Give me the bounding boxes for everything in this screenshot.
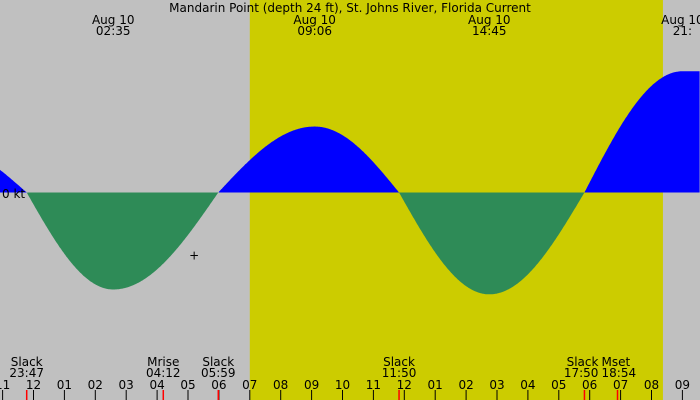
event-name-0: Slack: [11, 355, 43, 369]
flood-area-0: [0, 169, 28, 193]
peak-time-1: 09:06: [297, 24, 332, 38]
event-name-4: Slack: [567, 355, 599, 369]
x-tick-label-0: 11: [0, 378, 10, 392]
x-tick-label-2: 01: [57, 378, 72, 392]
x-tick-label-5: 04: [149, 378, 164, 392]
event-name-2: Slack: [202, 355, 234, 369]
x-tick-label-12: 11: [366, 378, 381, 392]
event-name-5: Mset: [602, 355, 631, 369]
ebb-area-0: [27, 192, 219, 290]
flood-area-1: [218, 126, 400, 193]
chart-title: Mandarin Point (depth 24 ft), St. Johns …: [169, 1, 531, 15]
x-tick-label-6: 05: [180, 378, 195, 392]
y-axis-zero-label: 0 kt: [2, 187, 25, 201]
event-time-4: 17:50: [564, 366, 599, 380]
x-tick-label-20: 07: [613, 378, 628, 392]
event-name-3: Slack: [383, 355, 415, 369]
x-tick-label-17: 04: [520, 378, 535, 392]
x-tick-label-1: 12: [26, 378, 41, 392]
peak-time-3: 21:: [673, 24, 692, 38]
peak-date-1: Aug 10: [293, 13, 336, 27]
x-tick-label-18: 05: [551, 378, 566, 392]
peak-date-0: Aug 10: [92, 13, 135, 27]
x-tick-label-3: 02: [88, 378, 103, 392]
x-tick-label-7: 06: [211, 378, 226, 392]
event-time-0: 23:47: [9, 366, 44, 380]
x-tick-label-19: 06: [582, 378, 597, 392]
x-tick-label-4: 03: [119, 378, 134, 392]
x-tick-label-10: 09: [304, 378, 319, 392]
x-tick-label-16: 03: [489, 378, 504, 392]
flood-area-2: [584, 71, 700, 193]
event-time-3: 11:50: [382, 366, 417, 380]
x-tick-label-13: 12: [397, 378, 412, 392]
peak-date-2: Aug 10: [468, 13, 511, 27]
ebb-area-1: [399, 192, 585, 295]
x-tick-label-8: 07: [242, 378, 257, 392]
event-time-2: 05:59: [201, 366, 236, 380]
x-tick-label-22: 09: [675, 378, 690, 392]
x-tick-label-9: 08: [273, 378, 288, 392]
peak-date-3: Aug 10: [661, 13, 700, 27]
x-tick-label-11: 10: [335, 378, 350, 392]
event-name-1: Mrise: [147, 355, 179, 369]
x-tick-label-15: 02: [458, 378, 473, 392]
event-time-5: 18:54: [602, 366, 637, 380]
peak-time-2: 14:45: [472, 24, 507, 38]
x-tick-label-21: 08: [644, 378, 659, 392]
x-tick-label-14: 01: [428, 378, 443, 392]
current-time-marker: +: [189, 249, 199, 263]
peak-time-0: 02:35: [96, 24, 131, 38]
event-time-1: 04:12: [146, 366, 181, 380]
